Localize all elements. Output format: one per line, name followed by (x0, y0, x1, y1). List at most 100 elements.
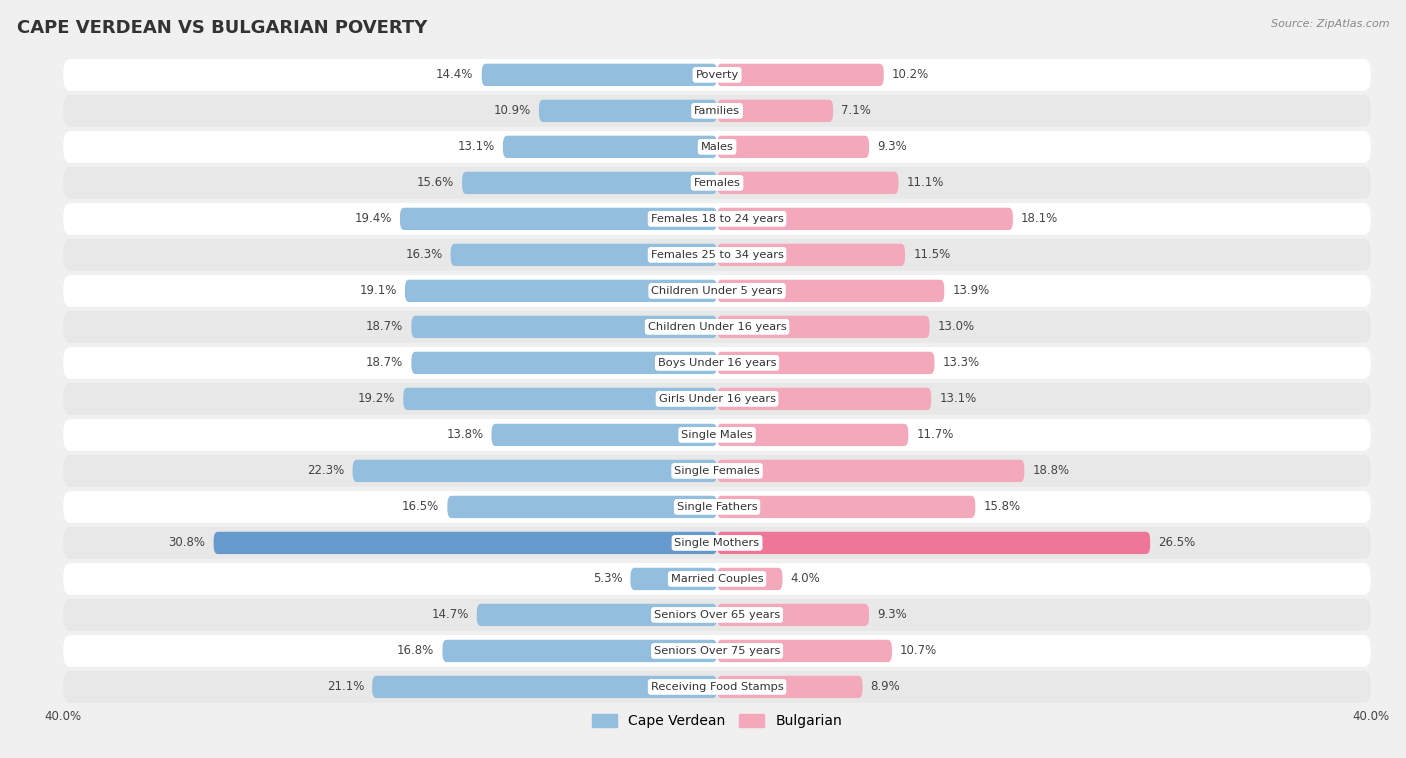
FancyBboxPatch shape (63, 95, 1371, 127)
FancyBboxPatch shape (63, 527, 1371, 559)
FancyBboxPatch shape (412, 352, 717, 374)
Text: 9.3%: 9.3% (877, 140, 907, 153)
FancyBboxPatch shape (404, 388, 717, 410)
Text: Females 18 to 24 years: Females 18 to 24 years (651, 214, 783, 224)
Text: 19.2%: 19.2% (357, 393, 395, 406)
Text: Single Mothers: Single Mothers (675, 538, 759, 548)
FancyBboxPatch shape (63, 275, 1371, 307)
FancyBboxPatch shape (717, 280, 945, 302)
Text: 14.7%: 14.7% (432, 609, 468, 622)
Text: 13.1%: 13.1% (457, 140, 495, 153)
FancyBboxPatch shape (63, 599, 1371, 631)
Text: 11.7%: 11.7% (917, 428, 953, 441)
Text: 18.7%: 18.7% (366, 356, 404, 369)
Text: Females 25 to 34 years: Females 25 to 34 years (651, 250, 783, 260)
FancyBboxPatch shape (412, 316, 717, 338)
Text: 19.1%: 19.1% (360, 284, 396, 297)
FancyBboxPatch shape (717, 64, 884, 86)
Text: 10.7%: 10.7% (900, 644, 938, 657)
FancyBboxPatch shape (630, 568, 717, 590)
FancyBboxPatch shape (63, 131, 1371, 163)
Text: 10.9%: 10.9% (494, 105, 530, 117)
FancyBboxPatch shape (717, 100, 834, 122)
Text: 13.1%: 13.1% (939, 393, 977, 406)
Text: Females: Females (693, 178, 741, 188)
Text: Girls Under 16 years: Girls Under 16 years (658, 394, 776, 404)
FancyBboxPatch shape (477, 604, 717, 626)
FancyBboxPatch shape (63, 167, 1371, 199)
Text: 5.3%: 5.3% (593, 572, 623, 585)
FancyBboxPatch shape (214, 532, 717, 554)
Text: 26.5%: 26.5% (1159, 537, 1195, 550)
Text: 21.1%: 21.1% (326, 681, 364, 694)
Text: Children Under 16 years: Children Under 16 years (648, 322, 786, 332)
FancyBboxPatch shape (63, 59, 1371, 91)
FancyBboxPatch shape (717, 496, 976, 518)
FancyBboxPatch shape (717, 172, 898, 194)
FancyBboxPatch shape (447, 496, 717, 518)
Text: 9.3%: 9.3% (877, 609, 907, 622)
Text: Males: Males (700, 142, 734, 152)
Text: 22.3%: 22.3% (307, 465, 344, 478)
FancyBboxPatch shape (717, 532, 1150, 554)
FancyBboxPatch shape (492, 424, 717, 446)
FancyBboxPatch shape (63, 311, 1371, 343)
Text: Families: Families (695, 106, 740, 116)
FancyBboxPatch shape (353, 460, 717, 482)
Text: 13.8%: 13.8% (446, 428, 484, 441)
Text: Single Fathers: Single Fathers (676, 502, 758, 512)
FancyBboxPatch shape (717, 244, 905, 266)
Text: 16.8%: 16.8% (396, 644, 434, 657)
FancyBboxPatch shape (717, 604, 869, 626)
FancyBboxPatch shape (63, 383, 1371, 415)
Text: Married Couples: Married Couples (671, 574, 763, 584)
Text: Receiving Food Stamps: Receiving Food Stamps (651, 682, 783, 692)
Text: 7.1%: 7.1% (841, 105, 872, 117)
FancyBboxPatch shape (63, 455, 1371, 487)
FancyBboxPatch shape (63, 563, 1371, 595)
Text: Single Females: Single Females (675, 466, 759, 476)
Text: 13.0%: 13.0% (938, 321, 974, 334)
FancyBboxPatch shape (503, 136, 717, 158)
Text: 11.5%: 11.5% (914, 249, 950, 262)
Text: 15.6%: 15.6% (416, 177, 454, 190)
Text: 30.8%: 30.8% (169, 537, 205, 550)
Text: 8.9%: 8.9% (870, 681, 900, 694)
FancyBboxPatch shape (717, 424, 908, 446)
Text: 14.4%: 14.4% (436, 68, 474, 81)
Text: 10.2%: 10.2% (891, 68, 929, 81)
Text: 18.8%: 18.8% (1032, 465, 1070, 478)
FancyBboxPatch shape (717, 460, 1025, 482)
FancyBboxPatch shape (482, 64, 717, 86)
Text: 13.9%: 13.9% (952, 284, 990, 297)
FancyBboxPatch shape (63, 203, 1371, 235)
FancyBboxPatch shape (538, 100, 717, 122)
Text: 16.5%: 16.5% (402, 500, 439, 513)
FancyBboxPatch shape (717, 208, 1012, 230)
FancyBboxPatch shape (717, 316, 929, 338)
FancyBboxPatch shape (717, 568, 782, 590)
FancyBboxPatch shape (63, 491, 1371, 523)
Text: 11.1%: 11.1% (907, 177, 943, 190)
FancyBboxPatch shape (63, 239, 1371, 271)
FancyBboxPatch shape (717, 352, 935, 374)
Text: 19.4%: 19.4% (354, 212, 392, 225)
Text: 18.7%: 18.7% (366, 321, 404, 334)
FancyBboxPatch shape (451, 244, 717, 266)
FancyBboxPatch shape (63, 635, 1371, 667)
Text: Source: ZipAtlas.com: Source: ZipAtlas.com (1271, 19, 1389, 29)
Text: CAPE VERDEAN VS BULGARIAN POVERTY: CAPE VERDEAN VS BULGARIAN POVERTY (17, 19, 427, 37)
FancyBboxPatch shape (717, 136, 869, 158)
Text: Children Under 5 years: Children Under 5 years (651, 286, 783, 296)
Text: 4.0%: 4.0% (790, 572, 820, 585)
Text: 16.3%: 16.3% (405, 249, 443, 262)
FancyBboxPatch shape (373, 676, 717, 698)
Text: Boys Under 16 years: Boys Under 16 years (658, 358, 776, 368)
Legend: Cape Verdean, Bulgarian: Cape Verdean, Bulgarian (586, 709, 848, 734)
Text: Seniors Over 75 years: Seniors Over 75 years (654, 646, 780, 656)
FancyBboxPatch shape (717, 640, 891, 662)
FancyBboxPatch shape (405, 280, 717, 302)
Text: 15.8%: 15.8% (983, 500, 1021, 513)
Text: Poverty: Poverty (696, 70, 738, 80)
FancyBboxPatch shape (463, 172, 717, 194)
